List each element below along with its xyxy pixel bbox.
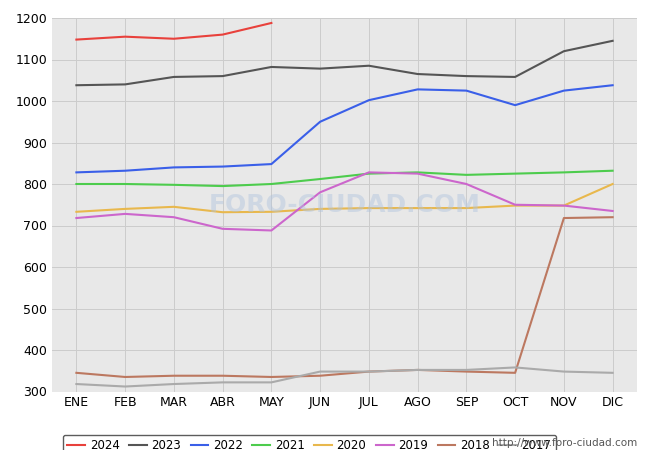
Legend: 2024, 2023, 2022, 2021, 2020, 2019, 2018, 2017: 2024, 2023, 2022, 2021, 2020, 2019, 2018… (62, 435, 556, 450)
Text: Afiliados en Torija a 31/5/2024: Afiliados en Torija a 31/5/2024 (188, 9, 462, 27)
Text: FORO-CIUDAD.COM: FORO-CIUDAD.COM (209, 193, 480, 217)
Text: http://www.foro-ciudad.com: http://www.foro-ciudad.com (492, 438, 637, 448)
